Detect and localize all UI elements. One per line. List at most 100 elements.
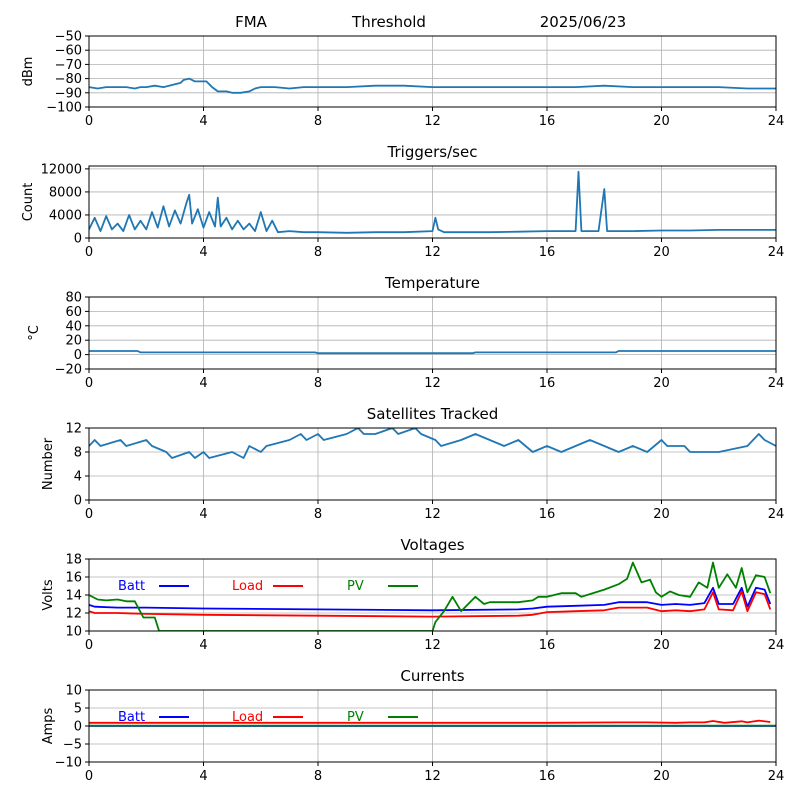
voltages-panel: 0 4 8 12 16 20 24 10 12 14 16 18 Voltages Volts Batt Lo… bbox=[41, 536, 784, 653]
triggers-xtick-label: 24 bbox=[768, 245, 785, 260]
currents-ytick-label: 10 bbox=[65, 684, 82, 699]
satellites-xtick-label: 24 bbox=[768, 507, 785, 522]
voltages-xtick-label: 12 bbox=[424, 638, 441, 653]
satellites-title: Satellites Tracked bbox=[367, 405, 498, 423]
signal-ytick-label: −90 bbox=[55, 86, 82, 101]
voltages-xtick-label: 20 bbox=[653, 638, 670, 653]
signal-ytick-label: −60 bbox=[55, 44, 82, 59]
voltages-ylabel: Volts bbox=[41, 579, 56, 611]
signal-xtick-label: 8 bbox=[314, 114, 322, 129]
currents-title: Currents bbox=[400, 667, 464, 685]
currents-ytick-label: −10 bbox=[55, 756, 82, 771]
triggers-xtick-label: 16 bbox=[539, 245, 556, 260]
temperature-xtick-label: 12 bbox=[424, 376, 441, 391]
voltages-title: Voltages bbox=[400, 536, 464, 554]
satellites-panel: 0 4 8 12 16 20 24 0 4 8 12 Satellites Tracked Number bbox=[41, 405, 784, 522]
temperature-xtick-label: 24 bbox=[768, 376, 785, 391]
satellites-ytick-label: 0 bbox=[74, 494, 82, 509]
satellites-xtick-label: 16 bbox=[539, 507, 556, 522]
satellites-series-line bbox=[89, 428, 776, 459]
signal-xtick-label: 20 bbox=[653, 114, 670, 129]
currents-ytick-label: 0 bbox=[74, 720, 82, 735]
temperature-ytick-label: 60 bbox=[65, 305, 82, 320]
satellites-xtick-label: 8 bbox=[314, 507, 322, 522]
signal-xtick-label: 12 bbox=[424, 114, 441, 129]
signal-xtick-label: 24 bbox=[768, 114, 785, 129]
signal-series-line bbox=[89, 77, 776, 94]
triggers-ytick-label: 12000 bbox=[41, 162, 82, 177]
satellites-xtick-label: 12 bbox=[424, 507, 441, 522]
currents-ytick-label: 5 bbox=[74, 702, 82, 717]
satellites-ytick-label: 12 bbox=[65, 422, 82, 437]
triggers-ylabel: Count bbox=[21, 183, 36, 222]
temperature-xtick-label: 4 bbox=[199, 376, 207, 391]
voltages-ytick-label: 18 bbox=[65, 553, 82, 568]
triggers-xtick-label: 12 bbox=[424, 245, 441, 260]
voltages-legend-pv-label: PV bbox=[347, 579, 364, 594]
satellites-xtick-label: 20 bbox=[653, 507, 670, 522]
signal-xtick-label: 16 bbox=[539, 114, 556, 129]
voltages-legend-batt-label: Batt bbox=[118, 579, 145, 594]
currents-load-line bbox=[89, 719, 771, 724]
currents-panel: 0 4 8 12 16 20 24 −10 −5 0 5 10 Currents Amps Batt Load… bbox=[41, 667, 784, 784]
voltages-xtick-label: 8 bbox=[314, 638, 322, 653]
temperature-ytick-label: 0 bbox=[74, 348, 82, 363]
voltages-batt-line bbox=[89, 586, 772, 612]
header-right: 2025/06/23 bbox=[540, 13, 626, 31]
temperature-ytick-label: 40 bbox=[65, 319, 82, 334]
temperature-xtick-label: 16 bbox=[539, 376, 556, 391]
temperature-xtick-label: 8 bbox=[314, 376, 322, 391]
currents-xtick-label: 16 bbox=[539, 769, 556, 784]
signal-xtick-label: 4 bbox=[199, 114, 207, 129]
triggers-series-line bbox=[89, 170, 776, 234]
triggers-xtick-label: 0 bbox=[85, 245, 93, 260]
signal-ytick-label: −80 bbox=[55, 72, 82, 87]
voltages-ytick-label: 12 bbox=[65, 607, 82, 622]
signal-ytick-label: −100 bbox=[46, 101, 82, 116]
signal-ytick-label: −70 bbox=[55, 58, 82, 73]
currents-legend-pv-label: PV bbox=[347, 710, 364, 725]
header-center: Threshold bbox=[351, 13, 426, 31]
signal-xtick-label: 0 bbox=[85, 114, 93, 129]
currents-ylabel: Amps bbox=[41, 707, 56, 744]
currents-xtick-label: 24 bbox=[768, 769, 785, 784]
voltages-xtick-label: 24 bbox=[768, 638, 785, 653]
currents-xtick-label: 12 bbox=[424, 769, 441, 784]
temperature-series-line bbox=[89, 350, 776, 355]
voltages-legend-load-label: Load bbox=[232, 579, 263, 594]
triggers-ytick-label: 4000 bbox=[49, 208, 82, 223]
triggers-panel: 0 4 8 12 16 20 24 0 4000 8000 12000 Triggers/sec Cou… bbox=[21, 143, 784, 260]
currents-xtick-label: 0 bbox=[85, 769, 93, 784]
currents-ytick-label: −5 bbox=[63, 738, 82, 753]
voltages-ytick-label: 16 bbox=[65, 571, 82, 586]
satellites-ytick-label: 8 bbox=[74, 446, 82, 461]
satellites-xtick-label: 0 bbox=[85, 507, 93, 522]
satellites-ytick-label: 4 bbox=[74, 470, 82, 485]
temperature-xtick-label: 20 bbox=[653, 376, 670, 391]
voltages-xtick-label: 16 bbox=[539, 638, 556, 653]
voltages-xtick-label: 0 bbox=[85, 638, 93, 653]
satellites-xtick-label: 4 bbox=[199, 507, 207, 522]
triggers-ytick-label: 0 bbox=[74, 232, 82, 247]
currents-xtick-label: 8 bbox=[314, 769, 322, 784]
triggers-xtick-label: 8 bbox=[314, 245, 322, 260]
temperature-ylabel: °C bbox=[27, 325, 42, 341]
currents-legend-load-label: Load bbox=[232, 710, 263, 725]
triggers-xtick-label: 20 bbox=[653, 245, 670, 260]
triggers-title: Triggers/sec bbox=[387, 143, 478, 161]
satellites-ylabel: Number bbox=[41, 437, 56, 490]
currents-legend-batt-label: Batt bbox=[118, 710, 145, 725]
voltages-ytick-label: 14 bbox=[65, 589, 82, 604]
voltages-pv-line bbox=[89, 561, 772, 631]
voltages-xtick-label: 4 bbox=[199, 638, 207, 653]
temperature-ytick-label: −20 bbox=[55, 363, 82, 378]
triggers-ytick-label: 8000 bbox=[49, 185, 82, 200]
triggers-xtick-label: 4 bbox=[199, 245, 207, 260]
signal-ytick-label: −50 bbox=[55, 30, 82, 45]
signal-panel: 0 4 8 12 16 20 24 −100−90−80−70−60−50 dBm bbox=[21, 30, 784, 130]
header-left: FMA bbox=[235, 13, 268, 31]
temperature-ytick-label: 80 bbox=[65, 291, 82, 306]
currents-xtick-label: 20 bbox=[653, 769, 670, 784]
